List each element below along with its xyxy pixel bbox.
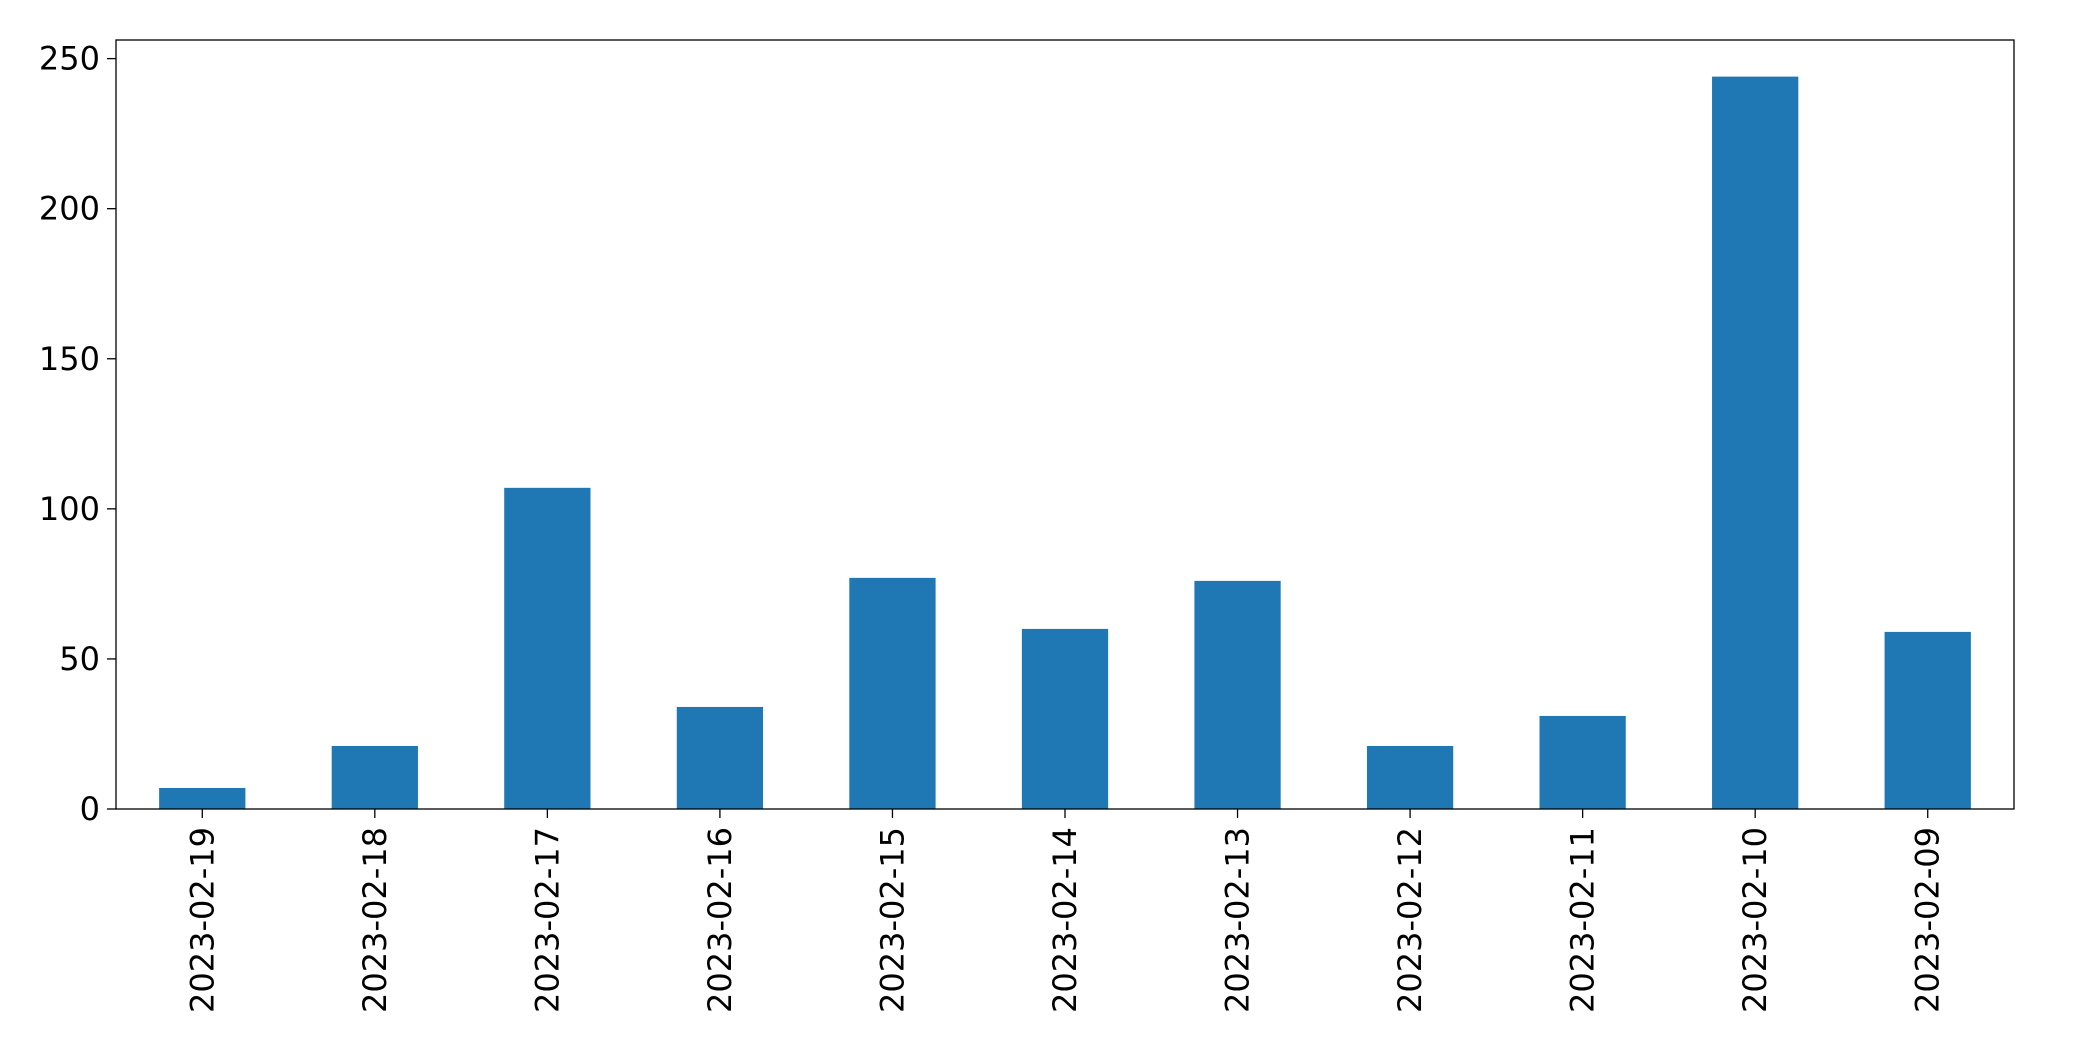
plot-frame: [115, 39, 2015, 810]
x-tick-label: 2023-02-17: [528, 827, 566, 1013]
x-tick-label: 2023-02-16: [701, 827, 739, 1013]
bar: [1366, 745, 1454, 809]
bar: [331, 745, 418, 809]
x-tick-label: 2023-02-15: [873, 827, 911, 1013]
x-tick-label: 2023-02-11: [1564, 827, 1602, 1013]
x-tick-label: 2023-02-13: [1219, 827, 1257, 1013]
bar: [1194, 580, 1281, 809]
bar: [676, 706, 764, 809]
bar: [1712, 76, 1799, 810]
y-tick-label: 50: [59, 640, 100, 678]
x-tick-label: 2023-02-09: [1909, 827, 1947, 1013]
x-tick-label: 2023-02-18: [356, 827, 394, 1013]
y-tick-label: 250: [39, 40, 100, 78]
bar: [1021, 628, 1109, 809]
x-tick-label: 2023-02-12: [1391, 827, 1429, 1013]
bar: [504, 487, 591, 809]
bar: [1884, 631, 1971, 809]
bar: [159, 787, 246, 809]
bar: [849, 577, 936, 809]
y-tick-label: 100: [39, 490, 100, 528]
y-tick-label: 150: [39, 340, 100, 378]
bar: [1539, 715, 1626, 809]
x-tick-label: 2023-02-10: [1736, 827, 1774, 1013]
y-tick-label: 200: [39, 190, 100, 228]
x-tick-label: 2023-02-14: [1046, 827, 1084, 1013]
y-tick-label: 0: [80, 790, 100, 828]
x-tick-label: 2023-02-19: [183, 827, 221, 1013]
